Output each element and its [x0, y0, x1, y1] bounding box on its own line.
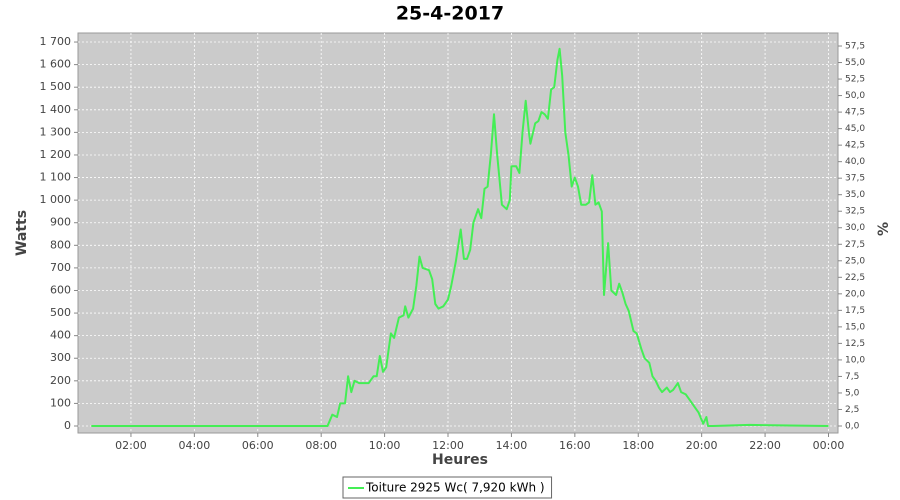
y-tick-label: 300 — [50, 351, 71, 364]
x-tick-label: 14:00 — [496, 439, 528, 452]
y2-tick-label: 32,5 — [845, 207, 865, 217]
y2-tick-label: 20,0 — [845, 289, 865, 299]
y2-tick-label: 0,0 — [845, 421, 860, 431]
y2-tick-label: 7,5 — [845, 372, 859, 382]
y-tick-label: 1 300 — [40, 125, 72, 138]
y-tick-label: 800 — [50, 238, 71, 251]
y-tick-label: 1 200 — [40, 148, 72, 161]
y2-tick-label: 2,5 — [845, 405, 859, 415]
y-tick-label: 500 — [50, 306, 71, 319]
x-tick-label: 06:00 — [242, 439, 274, 452]
x-tick-label: 16:00 — [559, 439, 591, 452]
y2-tick-label: 10,0 — [845, 355, 865, 365]
y-tick-label: 200 — [50, 374, 71, 387]
y-tick-label: 0 — [64, 419, 71, 432]
x-tick-label: 12:00 — [432, 439, 464, 452]
x-tick-label: 20:00 — [686, 439, 718, 452]
y-tick-label: 100 — [50, 396, 71, 409]
y2-tick-label: 35,0 — [845, 190, 865, 200]
y2-tick-label: 45,0 — [845, 124, 865, 134]
y-tick-label: 400 — [50, 329, 71, 342]
chart-title: 25-4-2017 — [396, 3, 504, 25]
x-tick-label: 02:00 — [115, 439, 147, 452]
x-tick-label: 04:00 — [179, 439, 211, 452]
y2-tick-label: 55,0 — [845, 58, 865, 68]
legend-label: Toiture 2925 Wc( 7,920 kWh ) — [365, 481, 545, 495]
y-tick-label: 600 — [50, 283, 71, 296]
y2-tick-label: 25,0 — [845, 256, 865, 266]
x-tick-label: 18:00 — [622, 439, 654, 452]
series-line — [91, 47, 829, 427]
y2-tick-label: 37,5 — [845, 174, 865, 184]
x-tick-label: 00:00 — [813, 439, 845, 452]
y2-tick-label: 12,5 — [845, 339, 865, 349]
y2-tick-label: 27,5 — [845, 240, 865, 250]
y-tick-label: 1 100 — [40, 171, 72, 184]
y2-tick-label: 17,5 — [845, 306, 865, 316]
y2-tick-label: 40,0 — [845, 157, 865, 167]
y-tick-label: 1 000 — [40, 193, 72, 206]
x-tick-label: 22:00 — [749, 439, 781, 452]
y2-tick-label: 22,5 — [845, 273, 865, 283]
y2-tick-label: 47,5 — [845, 108, 865, 118]
x-axis-label: Heures — [432, 452, 488, 468]
y2-tick-label: 42,5 — [845, 141, 865, 151]
plot-area — [77, 32, 839, 434]
y-tick-label: 1 700 — [40, 35, 72, 48]
x-tick-label: 08:00 — [305, 439, 337, 452]
y-axis-label: Watts — [14, 210, 30, 256]
y2-tick-label: 57,5 — [845, 42, 865, 52]
legend-box — [342, 476, 553, 499]
y2-axis-label: % — [876, 222, 892, 236]
x-tick-label: 10:00 — [369, 439, 401, 452]
y2-tick-label: 5,0 — [845, 388, 860, 398]
y-tick-label: 1 400 — [40, 103, 72, 116]
y-tick-label: 1 500 — [40, 80, 72, 93]
y-tick-label: 1 600 — [40, 58, 72, 71]
y2-tick-label: 15,0 — [845, 322, 865, 332]
y-tick-label: 700 — [50, 261, 71, 274]
y2-tick-label: 30,0 — [845, 223, 865, 233]
y-tick-label: 900 — [50, 216, 71, 229]
y2-tick-label: 52,5 — [845, 75, 865, 85]
y2-tick-label: 50,0 — [845, 91, 865, 101]
